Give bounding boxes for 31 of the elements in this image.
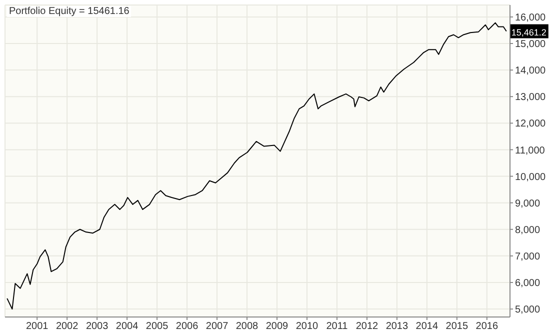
x-tick-label: 2013 xyxy=(386,321,409,331)
x-tick-label: 2004 xyxy=(116,321,139,331)
line-series xyxy=(6,22,507,310)
x-tick-label: 2007 xyxy=(206,321,229,331)
x-tick-label: 2015 xyxy=(446,321,468,331)
x-tick-label: 2005 xyxy=(146,321,169,331)
annotation: 15,461.2 xyxy=(511,27,546,38)
y-tick-label: 5,000 xyxy=(515,304,540,316)
chart-title: Portfolio Equity = 15461.16 xyxy=(7,6,132,17)
x-tick-label: 2010 xyxy=(296,321,319,331)
y-tick-label: 9,000 xyxy=(515,198,540,210)
x-tick-label: 2011 xyxy=(326,321,348,331)
x-tick-label: 2002 xyxy=(56,321,79,331)
y-tick-label: 7,000 xyxy=(515,251,540,262)
y-tick-label: 8,000 xyxy=(515,224,540,236)
x-tick-label: 2006 xyxy=(176,321,199,331)
x-tick-label: 2009 xyxy=(266,321,289,331)
x-tick-label: 2008 xyxy=(236,321,259,331)
y-tick-label: 14,000 xyxy=(515,66,546,77)
y-tick-label: 11,000 xyxy=(515,145,546,156)
x-tick-label: 2016 xyxy=(476,321,498,331)
y-tick-label: 13,000 xyxy=(515,92,546,104)
x-tick-label: 2001 xyxy=(26,321,49,331)
y-tick-label: 6,000 xyxy=(515,278,540,290)
x-tick-label: 2003 xyxy=(86,321,109,331)
y-tick-label: 15,000 xyxy=(515,39,546,50)
x-tick-label: 2014 xyxy=(416,321,438,331)
y-tick-label: 10,000 xyxy=(515,172,546,183)
y-tick-label: 16,000 xyxy=(515,12,546,24)
x-tick-label: 2012 xyxy=(356,321,379,331)
y-tick-label: 12,000 xyxy=(515,118,546,130)
